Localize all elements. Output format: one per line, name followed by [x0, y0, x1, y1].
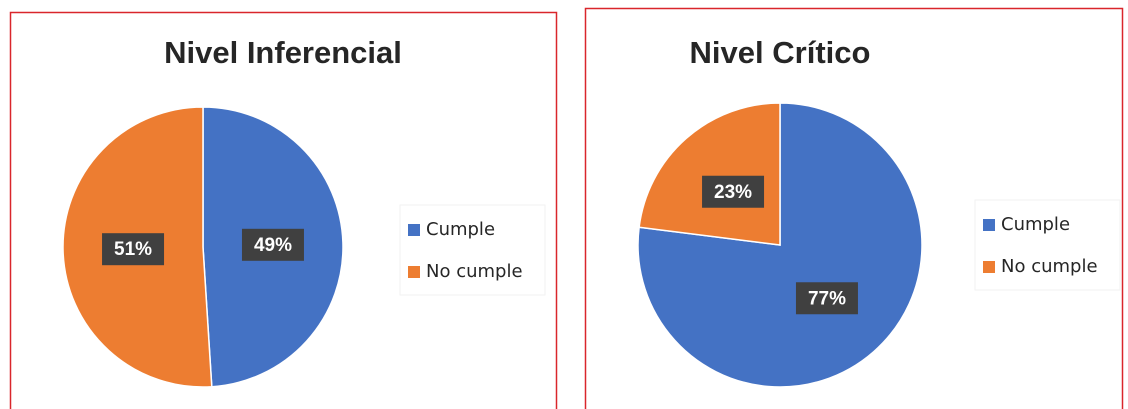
data-label: 51% — [114, 239, 152, 260]
chart-title: Nivel Inferencial — [164, 35, 402, 70]
data-label: 49% — [254, 235, 292, 256]
data-label-box — [102, 233, 165, 266]
legend-swatch — [408, 224, 420, 236]
legend-box — [974, 199, 1121, 291]
legend-box — [399, 204, 546, 296]
chart: Nivel Crítico 77% 23% Cumple No cumple — [637, 35, 1121, 388]
data-label: 23% — [714, 182, 752, 203]
legend-label: No cumple — [426, 261, 523, 282]
pie-slice — [637, 102, 923, 388]
data-label-box — [702, 175, 765, 208]
legend-label: Cumple — [1001, 214, 1070, 235]
legend-swatch — [983, 219, 995, 231]
chart-title: Nivel Crítico — [690, 35, 871, 70]
data-label-box — [795, 282, 858, 315]
chart: Nivel Inferencial 49% 51% Cumple No cumple — [62, 35, 546, 388]
legend-label: Cumple — [426, 219, 495, 240]
legend-swatch — [983, 261, 995, 273]
data-label: 77% — [808, 288, 846, 309]
data-label-box — [241, 228, 304, 261]
legend-swatch — [408, 266, 420, 278]
legend-label: No cumple — [1001, 256, 1098, 277]
pie-slice — [638, 102, 781, 246]
